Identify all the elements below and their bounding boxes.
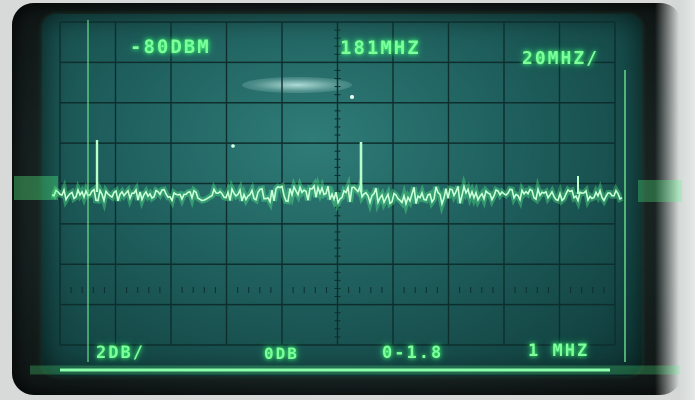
screen-glare: [242, 77, 352, 93]
center-frequency-readout: 181MHZ: [340, 37, 421, 59]
left-flare: [14, 176, 58, 200]
right-flare: [638, 180, 682, 202]
scale-per-division-readout: 2DB/: [96, 343, 145, 363]
bandwidth-readout: 0-1.8: [382, 343, 444, 363]
noise-floor-trace: [51, 183, 623, 207]
bezel-edge: [655, 0, 695, 400]
dot-artifact: [350, 95, 354, 99]
dot-artifact-2: [231, 144, 235, 148]
center-axis-ticks: [59, 21, 616, 346]
resolution-bandwidth-readout: 1 MHZ: [528, 341, 590, 361]
attenuation-readout: 0DB: [264, 344, 299, 363]
reference-level-readout: -80DBM: [130, 36, 211, 58]
span-per-division-readout: 20MHZ/: [522, 48, 600, 69]
